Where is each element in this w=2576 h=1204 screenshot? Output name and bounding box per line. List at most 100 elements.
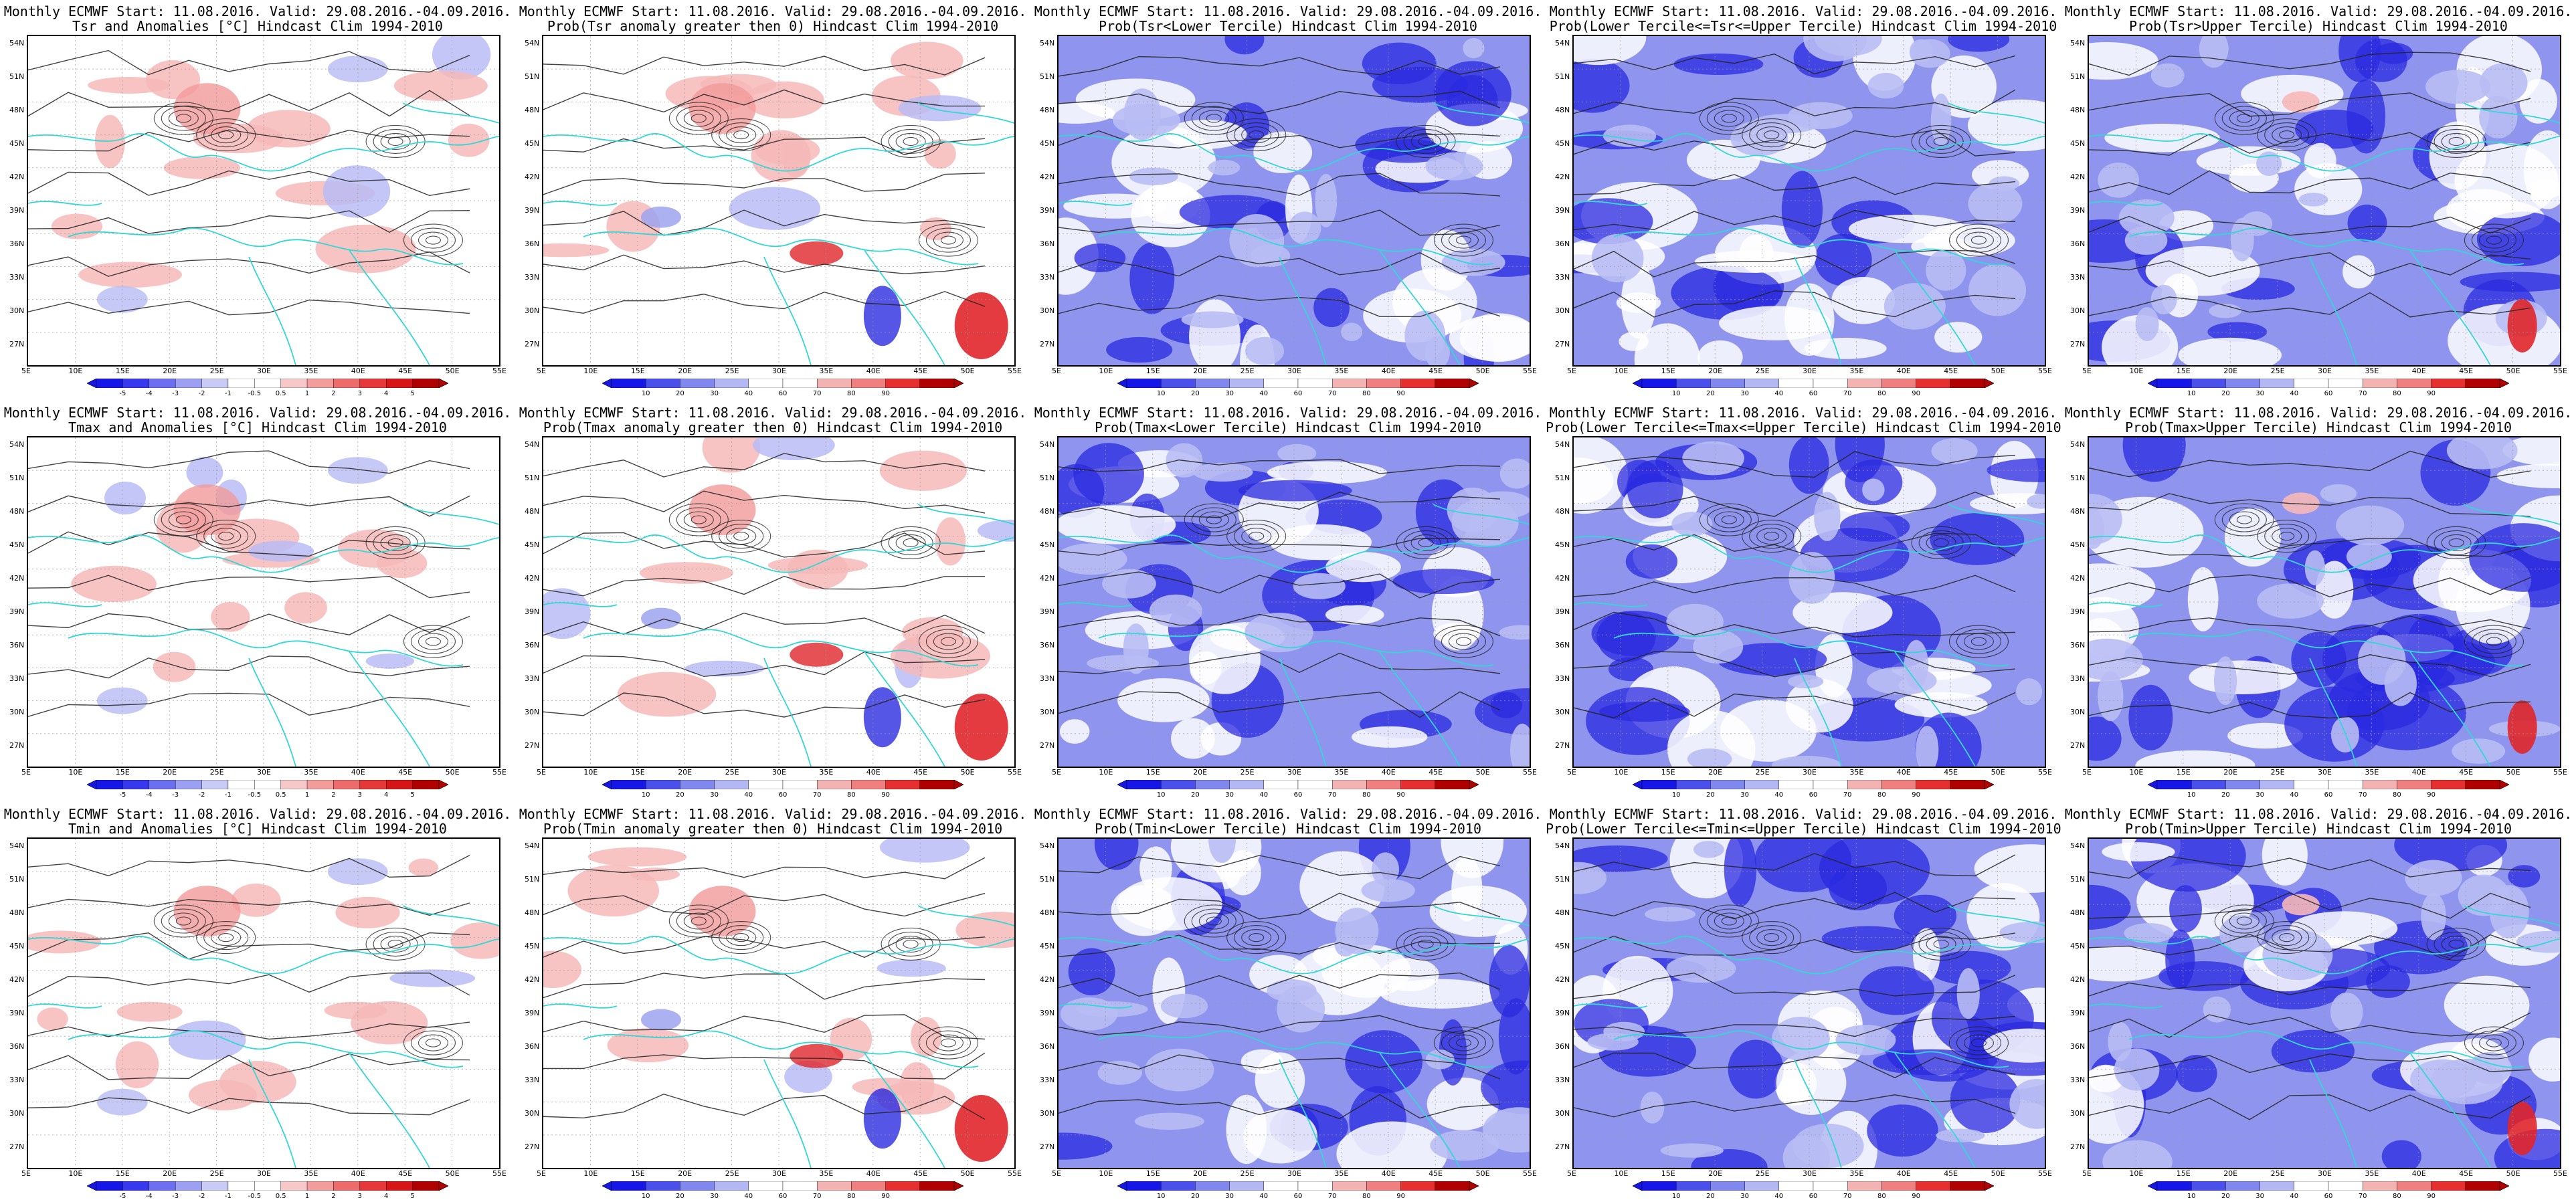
longitude-label: 5E: [1052, 367, 1061, 375]
longitude-label: 40E: [351, 367, 365, 375]
latitude-label: 33N: [9, 674, 25, 683]
colorbar-tick-label: 60: [778, 1193, 788, 1200]
latitude-label: 54N: [525, 841, 540, 850]
longitude-label: 55E: [492, 768, 507, 777]
longitude-label: 55E: [1523, 367, 1537, 375]
map-field: [1057, 436, 1531, 768]
longitude-label: 40E: [1896, 367, 1911, 375]
longitude-label: 15E: [2176, 768, 2191, 777]
latitude-label: 36N: [1040, 641, 1055, 649]
colorbar-tick-label: 2: [331, 390, 336, 397]
latitude-label: 36N: [9, 1042, 25, 1051]
map-panel-tmin-prob-gt0: Monthly ECMWF Start: 11.08.2016. Valid: …: [515, 803, 1030, 1204]
latitude-label: 30N: [1040, 708, 1055, 716]
longitude-label: 45E: [913, 367, 928, 375]
colorbar-tick-label: -4: [145, 791, 153, 799]
latitude-label: 27N: [1040, 340, 1055, 348]
map-panel-tmin-anom: Monthly ECMWF Start: 11.08.2016. Valid: …: [0, 803, 515, 1204]
longitude-label: 45E: [2459, 768, 2474, 777]
colorbar-tick-label: -5: [119, 1193, 126, 1200]
latitude-label: 45N: [9, 139, 25, 148]
longitude-label: 15E: [115, 768, 130, 777]
colorbar-tick-label: 10: [1156, 390, 1166, 397]
longitude-label: 10E: [1614, 768, 1629, 777]
latitude-label: 30N: [2070, 708, 2086, 716]
panel-header: Monthly ECMWF Start: 11.08.2016. Valid: …: [519, 806, 1027, 822]
longitude-label: 55E: [1523, 768, 1537, 777]
longitude-label: 30E: [2318, 1169, 2332, 1178]
latitude-label: 48N: [1555, 507, 1570, 516]
latitude-label: 54N: [2070, 440, 2086, 449]
map-panel-tmin-middle: Monthly ECMWF Start: 11.08.2016. Valid: …: [1546, 803, 2061, 1204]
colorbar-tick-label: 80: [1362, 791, 1371, 799]
latitude-label: 39N: [9, 206, 25, 215]
colorbar-tick-label: 3: [357, 1193, 363, 1200]
colorbar-tick-label: -3: [172, 791, 179, 799]
colorbar-tick-label: 10: [1671, 1193, 1681, 1200]
latitude-label: 36N: [1555, 239, 1570, 248]
latitude-label: 48N: [1555, 106, 1570, 114]
latitude-label: 51N: [2070, 72, 2086, 81]
colorbar-tick-label: 80: [1877, 1193, 1886, 1200]
latitude-label: 42N: [1555, 173, 1570, 181]
latitude-label: 45N: [2070, 540, 2086, 549]
colorbar-tick-label: -1: [224, 791, 232, 799]
longitude-label: 15E: [1145, 768, 1160, 777]
colorbar-tick-label: 1: [304, 791, 310, 799]
latitude-label: 30N: [525, 1109, 540, 1118]
colorbar-tick-label: 20: [676, 1193, 684, 1200]
panel-subtitle: Prob(Tsr anomaly greater then 0) Hindcas…: [547, 18, 999, 34]
map-panel-tmax-anom: Monthly ECMWF Start: 11.08.2016. Valid: …: [0, 401, 515, 803]
longitude-label: 35E: [1334, 367, 1349, 375]
latitude-label: 39N: [525, 607, 540, 616]
longitude-label: 5E: [1567, 367, 1576, 375]
panel-subtitle: Prob(Tmin<Lower Tercile) Hindcast Clim 1…: [1095, 821, 1481, 837]
latitude-label: 54N: [525, 440, 540, 449]
longitude-label: 40E: [2411, 768, 2426, 777]
colorbar-tick-label: 60: [2324, 1193, 2333, 1200]
panel-header: Monthly ECMWF Start: 11.08.2016. Valid: …: [2064, 806, 2573, 822]
panel-header: Monthly ECMWF Start: 11.08.2016. Valid: …: [2064, 3, 2573, 19]
colorbar-tick-label: 10: [2187, 390, 2196, 397]
latitude-label: 54N: [1555, 841, 1570, 850]
latitude-label: 45N: [525, 540, 540, 549]
latitude-label: 33N: [1555, 273, 1570, 282]
latitude-label: 51N: [1555, 72, 1570, 81]
colorbar-tick-label: 80: [1877, 791, 1886, 799]
colorbar-tick-label: 1: [304, 1193, 310, 1200]
map-graphic: [543, 839, 1014, 1168]
longitude-label: 25E: [209, 768, 224, 777]
longitude-label: 55E: [2553, 1169, 2567, 1178]
longitude-label: 20E: [1193, 367, 1208, 375]
longitude-label: 5E: [21, 367, 31, 375]
longitude-label: 35E: [304, 367, 318, 375]
latitude-label: 48N: [9, 507, 25, 516]
latitude-label: 45N: [525, 942, 540, 950]
longitude-label: 35E: [304, 768, 318, 777]
latitude-label: 39N: [1040, 607, 1055, 616]
colorbar-tick-label: 40: [1774, 1193, 1784, 1200]
colorbar-tick-label: 70: [1327, 390, 1337, 397]
latitude-label: 51N: [2070, 474, 2086, 482]
latitude-label: 30N: [525, 306, 540, 315]
longitude-label: 10E: [1099, 367, 1113, 375]
longitude-label: 10E: [1614, 1169, 1629, 1178]
colorbar-tick-label: 30: [710, 1193, 719, 1200]
latitude-label: 54N: [2070, 39, 2086, 47]
longitude-label: 35E: [1334, 768, 1349, 777]
colorbar-tick-label: 1: [304, 390, 310, 397]
longitude-label: 5E: [1567, 1169, 1576, 1178]
panel-header: Monthly ECMWF Start: 11.08.2016. Valid: …: [3, 806, 512, 822]
latitude-label: 45N: [2070, 139, 2086, 148]
latitude-label: 30N: [2070, 1109, 2086, 1118]
latitude-label: 33N: [1555, 674, 1570, 683]
longitude-label: 20E: [163, 768, 177, 777]
latitude-label: 39N: [9, 607, 25, 616]
map-field: [1057, 35, 1531, 367]
latitude-label: 42N: [2070, 975, 2086, 984]
latitude-label: 42N: [525, 574, 540, 583]
panel-subtitle: Prob(Lower Tercile<=Tmin<=Upper Tercile)…: [1546, 821, 2061, 837]
colorbar-tick-label: 10: [1671, 390, 1681, 397]
map-panel-tsr-anom: Monthly ECMWF Start: 11.08.2016. Valid: …: [0, 0, 515, 401]
latitude-label: 30N: [9, 708, 25, 716]
